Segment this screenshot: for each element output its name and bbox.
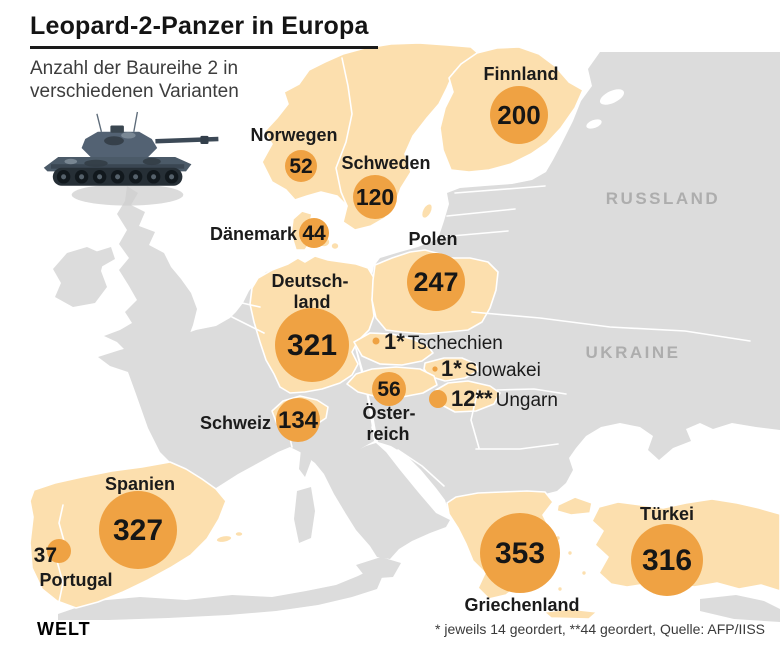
- country-shape-uk: [104, 186, 197, 357]
- value-schweiz: 134: [278, 407, 319, 434]
- label-oesterreich: Öster-: [362, 403, 415, 423]
- title-rule: [30, 46, 378, 49]
- lake-onega: [586, 119, 602, 129]
- bubble-spanien: [99, 491, 177, 569]
- region-label-russland: RUSSLAND: [606, 189, 720, 208]
- label-tschechien: 1* Tschechien: [384, 329, 503, 354]
- lake-ladoga: [599, 89, 625, 105]
- value-portugal: 37: [34, 544, 57, 567]
- bubble-layer: [47, 86, 703, 596]
- value-oesterreich: 56: [377, 378, 400, 401]
- island-aegean-2: [566, 549, 574, 557]
- tank-skirt: [51, 164, 185, 169]
- label-ungarn: 12** Ungarn: [451, 386, 558, 411]
- tank-shadow: [71, 184, 184, 206]
- bubble-oesterreich: [372, 372, 406, 406]
- tank-camo-patch: [64, 158, 78, 165]
- label-portugal: Portugal: [39, 570, 112, 590]
- label-griechenland: Griechenland: [464, 595, 579, 615]
- subtitle-line-1: Anzahl der Baureihe 2 in: [30, 58, 239, 79]
- welt-logo: WELT: [37, 619, 91, 639]
- value-griechenland: 353: [495, 537, 545, 570]
- tank-camo-patch: [84, 159, 108, 167]
- island-gotland: [420, 202, 434, 220]
- region-label-ukraine: UKRAINE: [586, 343, 681, 362]
- bubble-tschechien: [372, 337, 380, 345]
- value-layer: 200 52 120 44 247 321 56 134 327 37 353 316: [34, 100, 692, 577]
- label-slowakei: 1* Slowakei: [441, 356, 541, 381]
- subtitle-line-2: verschiedenen Varianten: [30, 81, 239, 102]
- label-deutschland-1: land: [293, 292, 330, 312]
- bubble-slowakei: [432, 366, 438, 372]
- country-shape-turkish-thrace: [556, 496, 593, 516]
- bubble-polen: [407, 253, 465, 311]
- value-polen: 247: [413, 267, 458, 297]
- bubble-finnland: [490, 86, 548, 144]
- page-title: Leopard-2-Panzer in Europa: [30, 12, 369, 40]
- tank-barrel: [155, 136, 219, 144]
- island-funen: [330, 241, 340, 251]
- tank-antenna-right: [133, 111, 139, 132]
- label-finnland: Finnland: [484, 64, 559, 84]
- label-polen: Polen: [408, 229, 457, 249]
- label-daenemark: Dänemark: [210, 224, 298, 244]
- tank-camo-patch: [104, 136, 124, 146]
- value-daenemark: 44: [302, 222, 326, 245]
- value-finnland: 200: [497, 100, 540, 130]
- island-menorca: [234, 530, 244, 538]
- country-shape-hungary: [435, 380, 501, 413]
- bubble-griechenland: [480, 513, 560, 593]
- tank-antenna-left: [96, 113, 103, 132]
- value-spanien: 327: [113, 514, 163, 547]
- bubble-daenemark: [299, 218, 329, 248]
- label-schweden: Schweden: [341, 153, 430, 173]
- value-tuerkei: 316: [642, 544, 692, 577]
- island-aegean-4: [556, 585, 564, 593]
- label-oesterreich-1: reich: [366, 424, 409, 444]
- bubble-schweden: [353, 175, 397, 219]
- bubble-deutschland: [275, 308, 349, 382]
- island-corsica: [299, 445, 311, 477]
- island-crete: [543, 608, 598, 620]
- label-spanien: Spanien: [105, 474, 175, 494]
- subtitle: Anzahl der Baureihe 2 in verschiedenen V…: [30, 57, 239, 103]
- source-footnote: * jeweils 14 geordert, **44 geordert, Qu…: [435, 621, 765, 637]
- island-aegean-3: [580, 569, 588, 577]
- island-mallorca: [215, 534, 233, 544]
- coast-north-africa: [58, 569, 383, 620]
- bubble-norwegen: [285, 150, 317, 182]
- tank-camo-patch: [142, 157, 161, 166]
- label-schweiz: Schweiz: [200, 413, 271, 433]
- island-cyprus: [712, 598, 734, 608]
- bubble-tuerkei: [631, 524, 703, 596]
- coast-levant: [700, 595, 780, 622]
- value-norwegen: 52: [289, 155, 312, 178]
- label-deutschland: Deutsch-: [271, 271, 348, 291]
- label-tuerkei: Türkei: [640, 504, 694, 524]
- tank-illustration: [43, 111, 219, 206]
- tank-sight: [110, 125, 124, 133]
- bubble-ungarn: [429, 390, 447, 408]
- value-schweden: 120: [356, 184, 394, 210]
- tank-muzzle: [200, 135, 209, 144]
- bubble-portugal: [47, 539, 71, 563]
- tank-camo-patch: [121, 132, 136, 139]
- bubble-schweiz: [276, 398, 320, 442]
- country-shape-ireland: [53, 247, 107, 307]
- tank-wheel-hubs: [61, 174, 175, 180]
- label-norwegen: Norwegen: [250, 125, 337, 145]
- value-deutschland: 321: [287, 329, 337, 362]
- island-sardinia: [294, 487, 315, 543]
